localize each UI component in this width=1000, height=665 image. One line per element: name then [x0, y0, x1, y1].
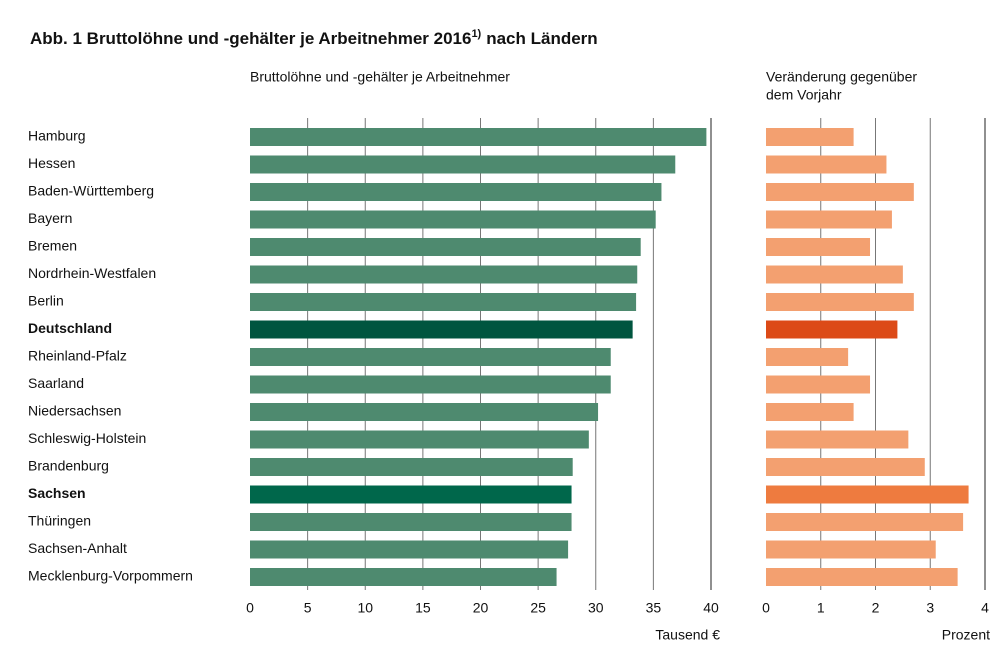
category-label: Rheinland-Pfalz	[28, 348, 127, 364]
category-label: Saarland	[28, 375, 84, 391]
bar	[766, 540, 936, 559]
category-label: Schleswig-Holstein	[28, 430, 146, 446]
x-tick-label: 20	[473, 600, 489, 616]
bar	[766, 265, 903, 284]
bar	[250, 375, 611, 394]
bar	[250, 403, 599, 421]
bar	[766, 375, 871, 394]
bar	[250, 128, 707, 146]
bar	[766, 183, 914, 201]
bar	[250, 568, 557, 586]
bar	[250, 238, 641, 256]
x-tick-label: 10	[357, 600, 373, 616]
panel-subtitle: dem Vorjahr	[766, 87, 842, 103]
category-label: Sachsen	[28, 485, 86, 501]
bar	[766, 128, 854, 146]
x-tick-label: 0	[762, 600, 770, 616]
bar	[766, 458, 925, 476]
x-tick-label: 5	[304, 600, 312, 616]
bar	[766, 430, 909, 449]
bar	[766, 513, 964, 531]
bar	[250, 210, 656, 229]
x-tick-label: 4	[981, 600, 989, 616]
bar	[250, 430, 589, 449]
x-tick-label: 15	[415, 600, 431, 616]
category-label: Mecklenburg-Vorpommern	[28, 568, 193, 584]
category-label: Bayern	[28, 210, 72, 226]
category-label: Bremen	[28, 238, 77, 254]
bar	[250, 183, 662, 201]
panel-subtitle: Veränderung gegenüber	[766, 69, 917, 85]
x-tick-label: 30	[588, 600, 604, 616]
category-label: Baden-Württemberg	[28, 183, 154, 199]
bar	[250, 155, 676, 174]
bar	[766, 320, 898, 339]
title-text: Abb. 1 Bruttolöhne und -gehälter je Arbe…	[30, 29, 471, 48]
x-tick-label: 2	[872, 600, 880, 616]
category-label: Sachsen-Anhalt	[28, 540, 127, 556]
bar	[250, 320, 633, 339]
title-end: nach Ländern	[486, 29, 597, 48]
category-label: Deutschland	[28, 320, 112, 336]
category-label: Nordrhein-Westfalen	[28, 265, 156, 281]
category-label: Thüringen	[28, 513, 91, 529]
bar	[766, 155, 887, 174]
x-tick-label: 35	[646, 600, 662, 616]
bar	[766, 568, 958, 586]
category-label: Brandenburg	[28, 458, 109, 474]
x-tick-label: 1	[817, 600, 825, 616]
title-note: 1)	[471, 28, 481, 40]
panel-subtitle: Bruttolöhne und -gehälter je Arbeitnehme…	[250, 69, 510, 85]
bar	[250, 265, 638, 284]
x-tick-label: 0	[246, 600, 254, 616]
bar	[766, 485, 969, 504]
x-axis-label: Prozent	[942, 627, 990, 643]
category-label: Berlin	[28, 293, 64, 309]
bar	[250, 540, 569, 559]
category-label: Hessen	[28, 155, 75, 171]
category-label: Niedersachsen	[28, 403, 121, 419]
bar	[250, 348, 611, 366]
bar	[250, 293, 637, 311]
x-tick-label: 25	[530, 600, 546, 616]
bar	[250, 513, 572, 531]
bar	[766, 403, 854, 421]
bar	[766, 293, 914, 311]
bar	[250, 458, 573, 476]
category-label: Hamburg	[28, 128, 86, 144]
x-tick-label: 40	[703, 600, 719, 616]
x-axis-label: Tausend €	[655, 627, 720, 643]
x-tick-label: 3	[926, 600, 934, 616]
chart-title: Abb. 1 Bruttolöhne und -gehälter je Arbe…	[30, 28, 598, 49]
bar	[766, 348, 849, 366]
bar	[766, 238, 871, 256]
bar	[766, 210, 892, 229]
bar	[250, 485, 572, 504]
